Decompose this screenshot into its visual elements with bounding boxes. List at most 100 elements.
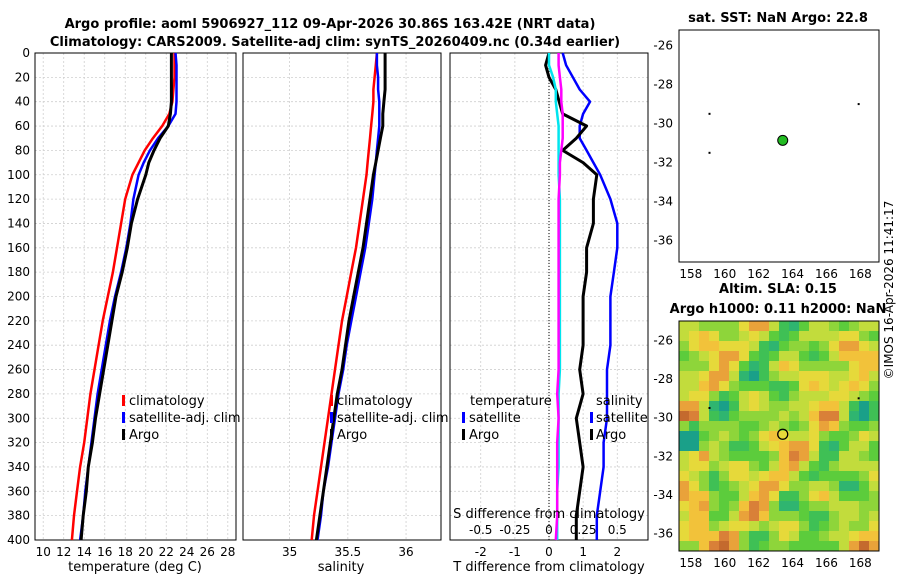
sla-cell bbox=[749, 471, 759, 481]
sla-cell bbox=[739, 391, 749, 401]
sla-cell bbox=[739, 411, 749, 421]
sla-cell bbox=[679, 451, 689, 461]
depth-tick-label: 100 bbox=[7, 168, 30, 182]
depth-tick-label: 140 bbox=[7, 216, 30, 230]
sla-cell bbox=[819, 381, 829, 391]
sla-cell bbox=[769, 361, 779, 371]
sla-cell bbox=[719, 421, 729, 431]
sla-cell bbox=[819, 541, 829, 551]
sla-cell bbox=[729, 441, 739, 451]
sla-cell bbox=[719, 351, 729, 361]
sla-cell bbox=[849, 411, 859, 421]
sla-cell bbox=[779, 321, 789, 331]
sla-cell bbox=[739, 511, 749, 521]
sla-cell bbox=[839, 501, 849, 511]
sla-cell bbox=[739, 521, 749, 531]
sla-cell bbox=[849, 461, 859, 471]
depth-tick-label: 120 bbox=[7, 192, 30, 206]
sla-cell bbox=[769, 381, 779, 391]
sla-cell bbox=[709, 401, 719, 411]
depth-tick-label: 200 bbox=[7, 290, 30, 304]
sla-cell bbox=[869, 491, 879, 501]
sla-cell bbox=[729, 331, 739, 341]
sal-x-axis-label: salinity bbox=[318, 560, 365, 575]
sla-cell bbox=[709, 431, 719, 441]
sla-cell bbox=[829, 431, 839, 441]
sla-cell bbox=[709, 341, 719, 351]
sla-cell bbox=[729, 461, 739, 471]
sdiff-legend-label: salinity bbox=[596, 394, 643, 409]
sla-cell bbox=[739, 461, 749, 471]
sla-cell bbox=[689, 381, 699, 391]
sla-cell bbox=[809, 361, 819, 371]
sla-cell bbox=[819, 501, 829, 511]
sla-cell bbox=[799, 411, 809, 421]
sdiff-tick-label: -0.5 bbox=[469, 523, 492, 537]
sla-cell bbox=[849, 451, 859, 461]
sla-cell bbox=[749, 391, 759, 401]
sla-cell bbox=[819, 481, 829, 491]
sla-cell bbox=[829, 321, 839, 331]
lat-tick-label: -28 bbox=[653, 372, 673, 386]
sla-cell bbox=[819, 521, 829, 531]
sla-cell bbox=[759, 521, 769, 531]
sla-cell bbox=[869, 451, 879, 461]
sla-cell bbox=[679, 411, 689, 421]
panel-frame bbox=[34, 52, 237, 541]
sla-cell bbox=[809, 491, 819, 501]
sla-cell bbox=[679, 501, 689, 511]
sla-cell bbox=[809, 411, 819, 421]
sla-cell bbox=[839, 331, 849, 341]
x-tick-label: 24 bbox=[179, 545, 194, 559]
sla-cell bbox=[789, 341, 799, 351]
sla-cell bbox=[759, 321, 769, 331]
sla-cell bbox=[779, 391, 789, 401]
sla-cell bbox=[779, 511, 789, 521]
sla-cell bbox=[859, 471, 869, 481]
sla-cell bbox=[769, 321, 779, 331]
sla-cell bbox=[729, 511, 739, 521]
sla-cell bbox=[859, 541, 869, 551]
sla-cell bbox=[739, 501, 749, 511]
sla-cell bbox=[849, 421, 859, 431]
sla-cell bbox=[779, 411, 789, 421]
sla-cell bbox=[849, 341, 859, 351]
sla-cell bbox=[849, 501, 859, 511]
sla-cell bbox=[749, 441, 759, 451]
sla-cell bbox=[839, 401, 849, 411]
sdiff-top-label: S difference from climatology bbox=[453, 507, 645, 522]
x-tick-label: 2 bbox=[613, 545, 621, 559]
sla-cell bbox=[749, 521, 759, 531]
sla-cell bbox=[829, 441, 839, 451]
sla-cell bbox=[739, 361, 749, 371]
sla-cell bbox=[859, 521, 869, 531]
sla-cell bbox=[699, 381, 709, 391]
sla-cell bbox=[689, 411, 699, 421]
sla-cell bbox=[789, 511, 799, 521]
sla-cell bbox=[799, 511, 809, 521]
depth-tick-label: 180 bbox=[7, 265, 30, 279]
sla-cell bbox=[769, 371, 779, 381]
sla-cell bbox=[689, 331, 699, 341]
sla-cell bbox=[719, 461, 729, 471]
sla-cell bbox=[819, 351, 829, 361]
map-frame bbox=[678, 29, 880, 263]
sla-cell bbox=[679, 521, 689, 531]
sla-cell bbox=[709, 371, 719, 381]
sla-cell bbox=[759, 531, 769, 541]
sla-cell bbox=[859, 501, 869, 511]
sla-cell bbox=[769, 471, 779, 481]
sla-cell bbox=[859, 481, 869, 491]
sla-cell bbox=[769, 541, 779, 551]
sla-cell bbox=[689, 491, 699, 501]
sla-cell bbox=[689, 431, 699, 441]
sla-cell bbox=[729, 531, 739, 541]
sla-cell bbox=[729, 521, 739, 531]
sla-cell bbox=[719, 531, 729, 541]
sla-cell bbox=[719, 491, 729, 501]
sla-cell bbox=[789, 451, 799, 461]
sla-cell bbox=[819, 421, 829, 431]
sla-cell bbox=[739, 341, 749, 351]
sla-cell bbox=[719, 391, 729, 401]
sla-cell bbox=[859, 401, 869, 411]
